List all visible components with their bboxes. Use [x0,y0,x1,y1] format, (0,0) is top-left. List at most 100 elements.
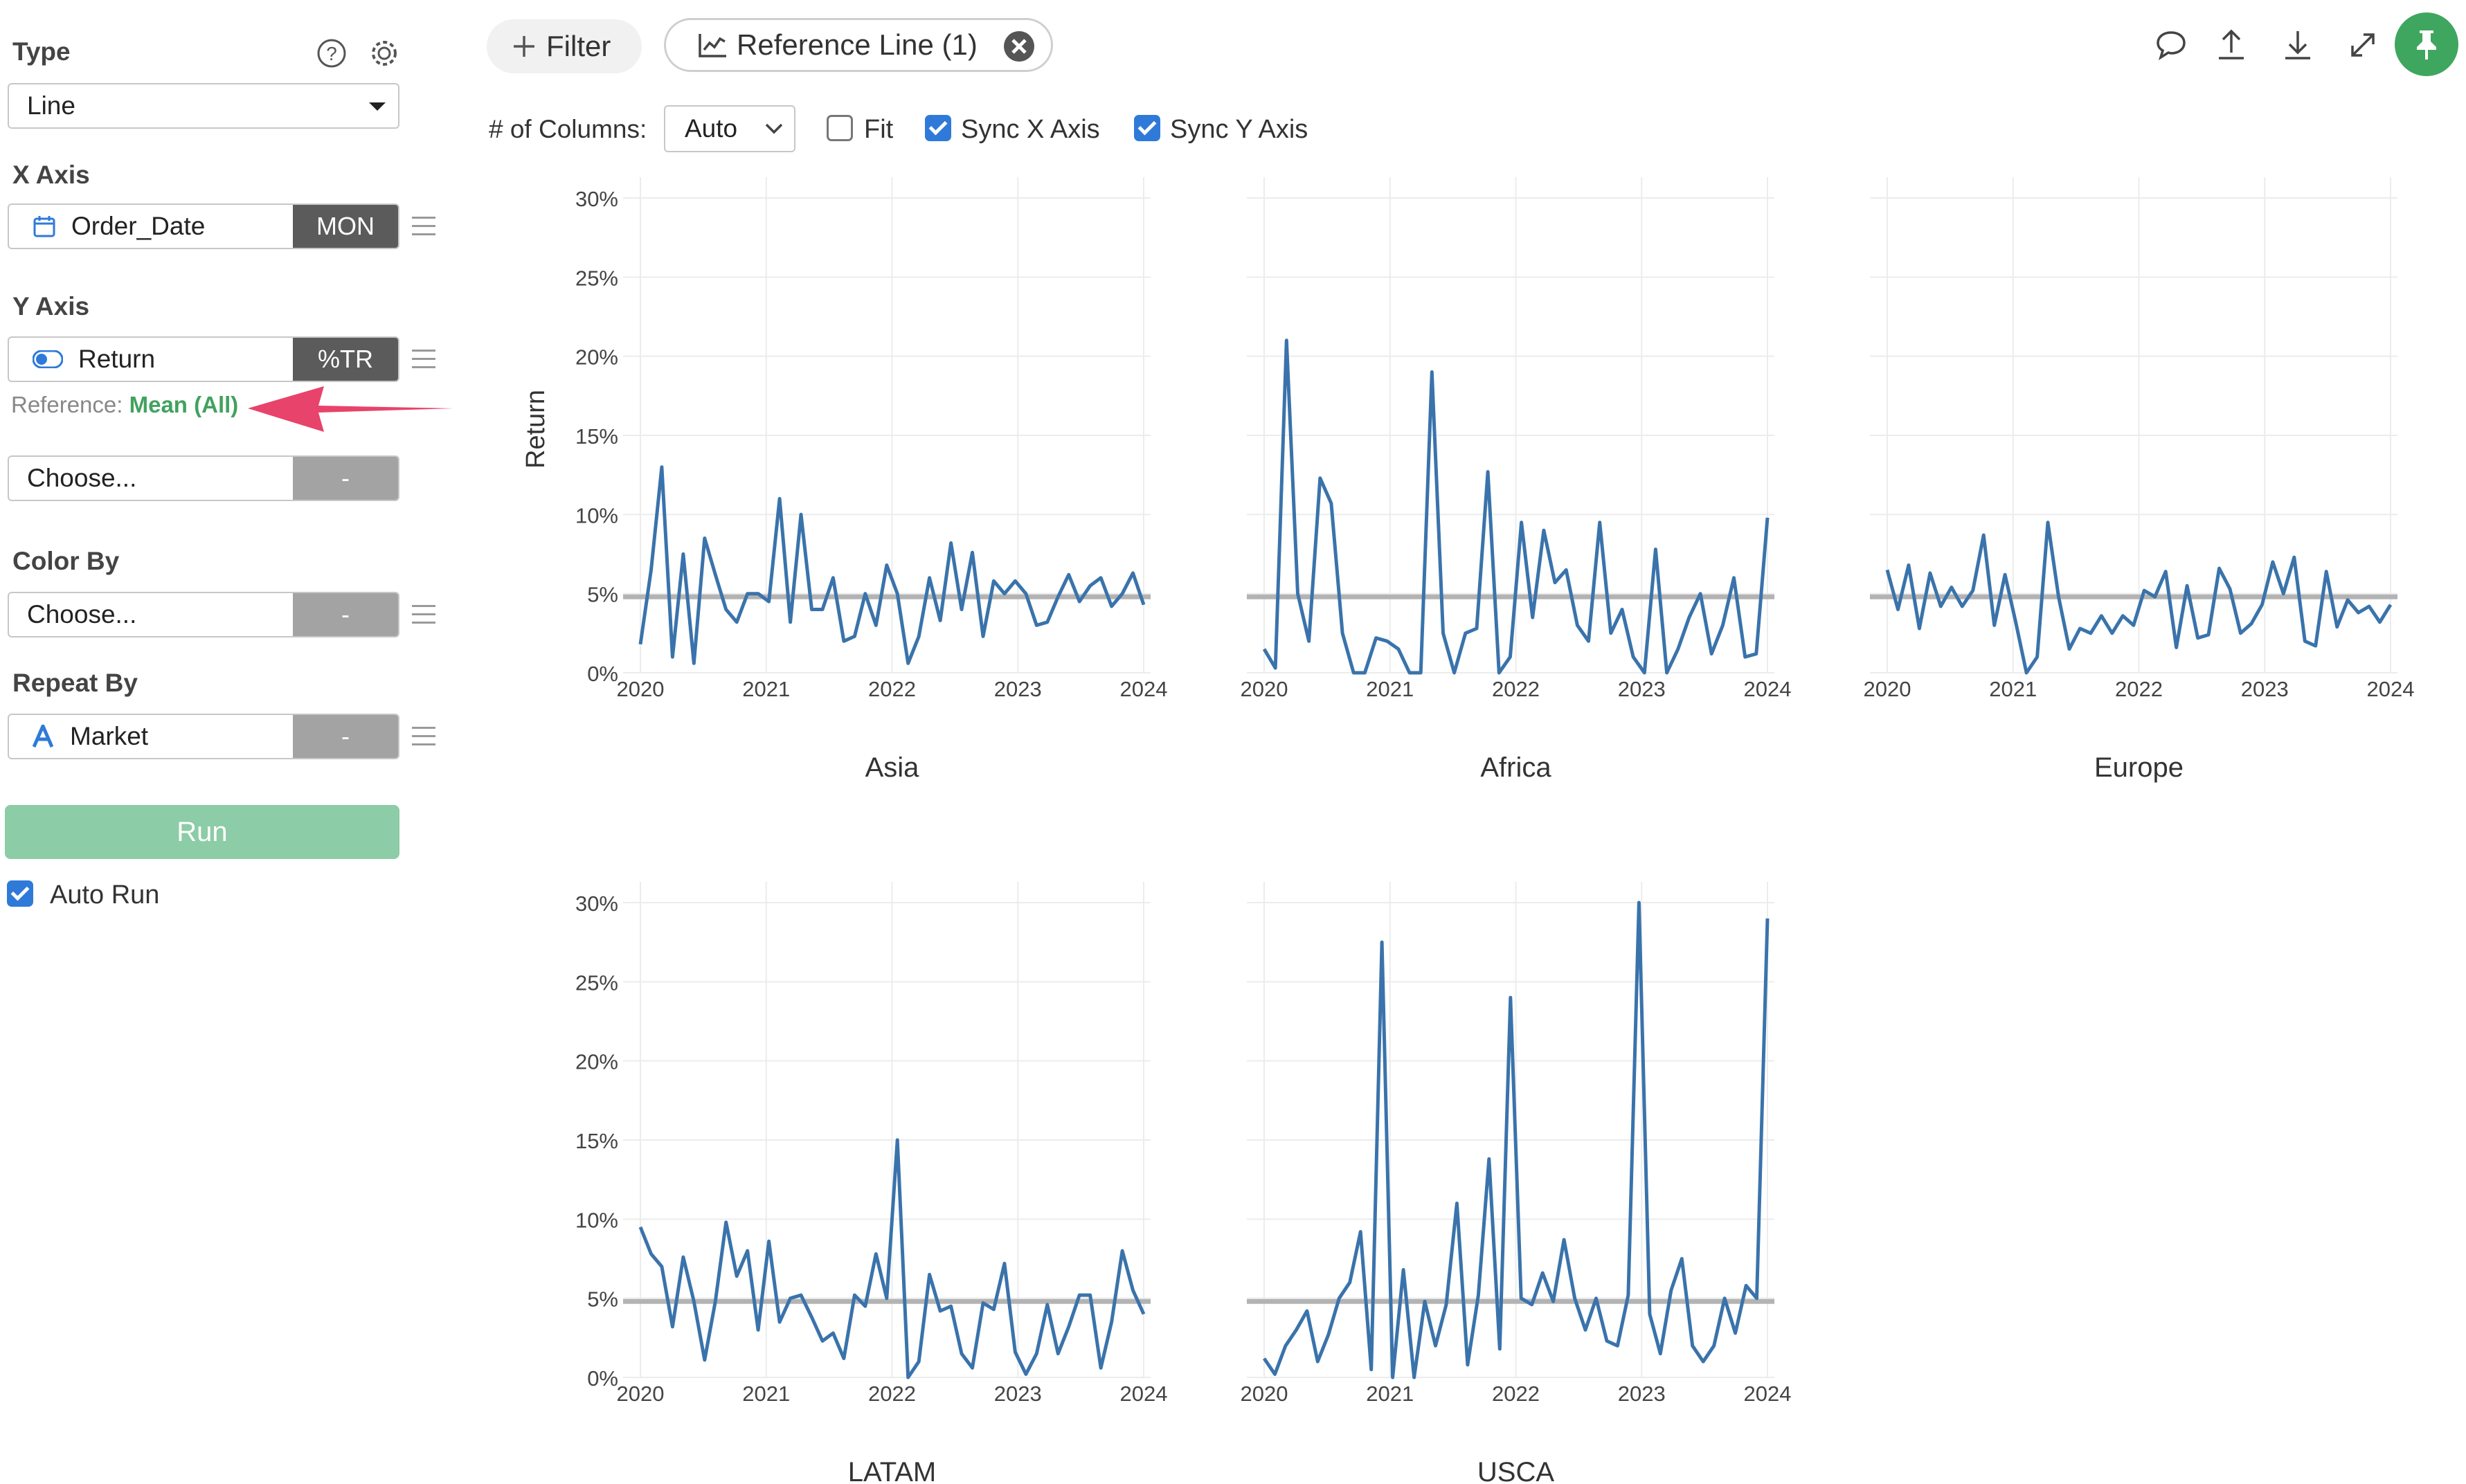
reference-line-chip[interactable]: Reference Line (1) [664,18,1053,72]
color-by-placeholder: Choose... [27,600,137,628]
panel-title: LATAM [848,1457,936,1484]
x-tick-label: 2021 [742,677,790,701]
filter-label: Filter [546,30,611,62]
x-tick-label: 2020 [617,677,665,701]
reference-info: Reference: Mean (All) [11,392,238,418]
panel-title: Europe [2094,752,2184,783]
y-tick-label: 20% [575,345,618,370]
x-axis-label: X Axis [12,161,90,189]
auto-run-checkbox[interactable] [7,880,33,907]
y-axis-menu-icon[interactable] [412,350,435,369]
y-tick-label: 5% [587,1287,618,1312]
toggle-measure-icon [33,350,63,368]
y-axis-field[interactable]: Return %TR [8,336,399,382]
x-tick-label: 2021 [1366,1382,1414,1406]
series-line-latam [638,1138,1146,1379]
chevron-down-icon [765,123,783,134]
y-axis-aggregation[interactable]: %TR [293,338,398,381]
color-by-label: Color By [12,547,120,575]
y2-field[interactable]: Choose... - [8,455,399,501]
panel-title: Asia [865,752,920,783]
line-chart-icon [699,34,726,57]
color-by-aggregation[interactable]: - [293,593,398,636]
pin-button[interactable] [2395,12,2458,76]
sync-x-checkbox[interactable] [925,115,951,141]
sync-x-label: Sync X Axis [961,115,1100,144]
x-tick-label: 2024 [1744,677,1792,701]
x-tick-label: 2021 [742,1382,790,1406]
columns-value: Auto [685,114,738,143]
y-tick-label: 30% [575,892,618,916]
x-axis-field[interactable]: Order_Date MON [8,203,399,249]
y-tick-label: 10% [575,503,618,527]
x-tick-label: 2020 [1241,1382,1288,1406]
x-tick-label: 2020 [1241,677,1288,701]
y-tick-label: 10% [575,1208,618,1232]
sync-y-checkbox[interactable] [1134,115,1160,141]
close-icon[interactable] [1002,30,1036,63]
run-button[interactable]: Run [5,805,399,859]
x-tick-label: 2023 [994,677,1042,701]
x-tick-label: 2022 [1492,677,1540,701]
sync-y-label: Sync Y Axis [1170,115,1308,144]
y-tick-label: 5% [587,583,618,607]
x-tick-label: 2022 [868,677,916,701]
y-tick-label: 0% [587,662,618,686]
expand-icon[interactable] [2344,26,2382,64]
download-icon[interactable] [2279,26,2316,64]
color-by-menu-icon[interactable] [412,605,435,624]
comment-icon[interactable] [2152,26,2190,64]
chevron-down-icon [369,102,386,111]
repeat-by-field[interactable]: Market - [8,714,399,759]
columns-select[interactable]: Auto [664,105,795,152]
y-axis-label: Y Axis [12,292,90,320]
repeat-by-menu-icon[interactable] [412,727,435,746]
reference-line-label: Reference Line (1) [737,28,978,61]
x-axis-menu-icon[interactable] [412,217,435,236]
y-tick-label: 15% [575,1129,618,1153]
x-tick-label: 2021 [1366,677,1414,701]
repeat-by-aggregation[interactable]: - [293,715,398,758]
x-tick-label: 2024 [1744,1382,1792,1406]
x-tick-label: 2023 [2241,677,2289,701]
x-tick-label: 2022 [2115,677,2163,701]
svg-text:?: ? [326,43,337,64]
series-line-europe [1885,521,2393,675]
x-tick-label: 2024 [1120,1382,1168,1406]
repeat-by-field-name: Market [70,722,149,750]
upload-icon[interactable] [2213,26,2250,64]
help-icon[interactable]: ? [316,37,348,69]
chart-type-select[interactable]: Line [8,83,399,129]
x-tick-label: 2024 [2367,677,2415,701]
y-tick-label: 25% [575,970,618,995]
filter-button[interactable]: Filter [487,19,642,73]
panel-title: Africa [1480,752,1551,783]
y-tick-label: 25% [575,266,618,290]
x-tick-label: 2022 [868,1382,916,1406]
x-tick-label: 2023 [994,1382,1042,1406]
x-tick-label: 2023 [1618,1382,1666,1406]
y2-aggregation[interactable]: - [293,457,398,500]
pin-icon [2417,30,2436,60]
color-by-field[interactable]: Choose... - [8,592,399,637]
sidebar: Type ? Line X Axis Order_Date MON Y Axis [0,0,457,1484]
panel-title: USCA [1477,1457,1554,1484]
chart-type-value: Line [27,91,75,120]
fit-checkbox[interactable] [827,115,853,141]
x-axis-name: Order_Date [9,205,294,248]
reference-value-link[interactable]: Mean (All) [129,392,239,417]
x-axis-aggregation[interactable]: MON [293,205,398,248]
fit-label: Fit [864,115,894,144]
series-line-africa [1262,338,1770,675]
x-tick-label: 2024 [1120,677,1168,701]
y-axis-title: Return [521,390,550,469]
y-axis-name: Return [9,338,294,381]
type-label: Type [12,37,71,66]
reference-prefix: Reference: [11,392,123,417]
y2-placeholder: Choose... [27,464,137,492]
series-line-asia [638,465,1146,665]
text-type-icon [33,725,53,748]
y-tick-label: 15% [575,424,618,449]
gear-icon[interactable] [368,37,400,69]
